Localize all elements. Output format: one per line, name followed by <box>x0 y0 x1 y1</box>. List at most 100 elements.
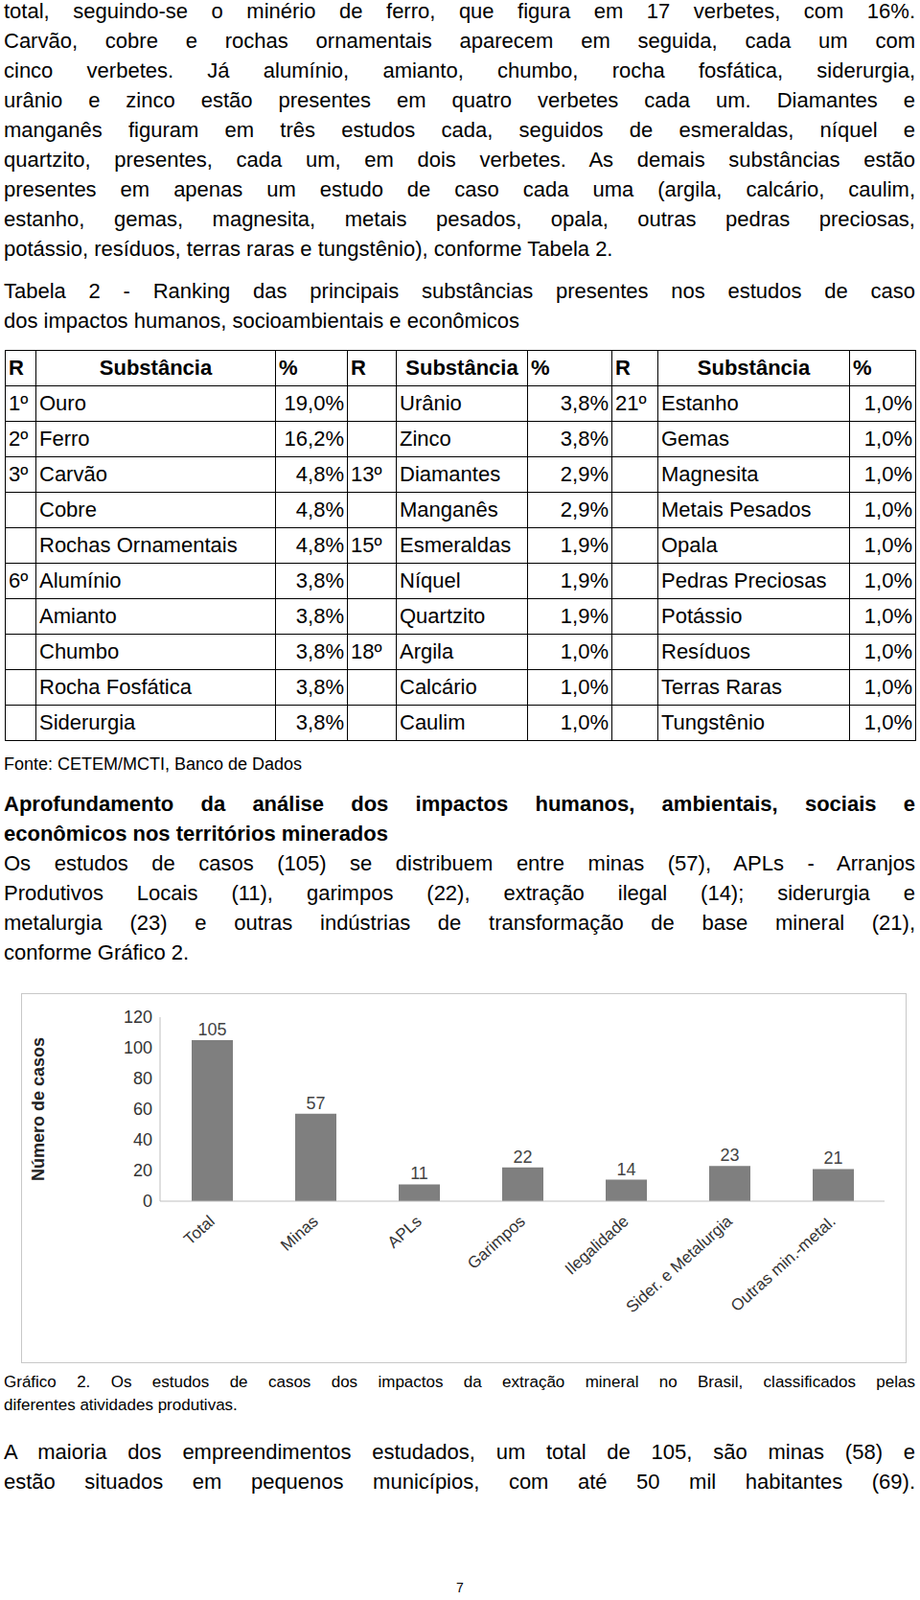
html-text:3,8%: 3,8% <box>560 426 609 451</box>
svg-text:Outras min.-metal.: Outras min.-metal. <box>727 1211 840 1315</box>
html-text:Argila: Argila <box>399 639 454 664</box>
html-text:Terras Raras: Terras Raras <box>661 674 782 699</box>
html-text:Tungstênio: Tungstênio <box>661 710 765 735</box>
html-text:Ferro: Ferro <box>39 426 90 451</box>
html-text:1,0%: 1,0% <box>560 639 609 664</box>
svg-text:22: 22 <box>512 1147 532 1167</box>
svg-text:57: 57 <box>305 1093 325 1113</box>
html-text:manganês figuram em três estud: manganês figuram em três estudos cada, s… <box>3 117 916 142</box>
html-text:Níquel: Níquel <box>399 568 461 593</box>
html-text:1,0%: 1,0% <box>864 639 913 664</box>
html-text:1,9%: 1,9% <box>560 603 609 628</box>
html-text:Potássio: Potássio <box>661 603 743 628</box>
html-text:Chumbo: Chumbo <box>39 639 120 664</box>
html-text:3,8%: 3,8% <box>295 568 345 593</box>
html-text:4,8% 13º: 4,8% 13º <box>295 461 382 486</box>
html-text:Carvão: Carvão <box>39 461 108 486</box>
html-text:4,8% 15º: 4,8% 15º <box>295 532 382 557</box>
svg-text:Garimpos: Garimpos <box>463 1211 529 1272</box>
html-text:1,0%: 1,0% <box>560 710 609 735</box>
html-text:Urânio: Urânio <box>399 391 462 415</box>
html-text:1,0%: 1,0% <box>864 710 913 735</box>
html-text:Produtivos Locais (11), garimp: Produtivos Locais (11), garimpos (22), e… <box>3 880 916 905</box>
html-text:1,0%: 1,0% <box>864 461 913 486</box>
html-text:Siderurgia: Siderurgia <box>39 710 136 735</box>
html-text:cinco verbetes. Já alumínio, a: cinco verbetes. Já alumínio, amianto, ch… <box>3 58 916 83</box>
html-text:Diamantes: Diamantes <box>399 461 501 486</box>
html-text:16,2%: 16,2% <box>284 426 345 451</box>
svg-text:21: 21 <box>823 1148 843 1168</box>
html-text:1,0%: 1,0% <box>864 603 913 628</box>
html-text:1,0%: 1,0% <box>864 497 913 522</box>
html-text:Caulim: Caulim <box>399 710 466 735</box>
html-text:potássio, resíduos, terras rar: potássio, resíduos, terras raras e tungs… <box>3 236 613 261</box>
html-text:Tabela 2 - Ranking das princip: Tabela 2 - Ranking das principais substâ… <box>3 278 916 303</box>
html-text:Substância: Substância <box>99 355 212 380</box>
html-text:3,8%: 3,8% <box>295 603 345 628</box>
html-text:Substância: Substância <box>405 355 519 380</box>
html-text:Alumínio: Alumínio <box>39 568 122 593</box>
html-text:A maioria dos empreendimentos: A maioria dos empreendimentos estudados,… <box>3 1439 916 1464</box>
html-text:Rocha Fosfática: Rocha Fosfática <box>39 674 192 699</box>
html-text:Cobre: Cobre <box>39 497 97 522</box>
html-text:estanho, gemas, magnesita, met: estanho, gemas, magnesita, metais pesado… <box>3 207 916 231</box>
svg-text:100: 100 <box>123 1037 153 1058</box>
html-text:metalurgia (23) e outras indús: metalurgia (23) e outras indústrias de t… <box>3 910 916 935</box>
html-text:19,0%: 19,0% <box>284 391 345 415</box>
html-text:1,0%: 1,0% <box>864 426 913 451</box>
html-text:conforme Gráfico 2.: conforme Gráfico 2. <box>3 940 189 965</box>
html-text:Ouro: Ouro <box>39 391 87 415</box>
html-text:Substância: Substância <box>697 355 810 380</box>
html-text:Quartzito: Quartzito <box>399 603 486 628</box>
html-text:Pedras Preciosas: Pedras Preciosas <box>661 568 827 593</box>
html-text:Gemas: Gemas <box>661 426 730 451</box>
html-text:econômicos nos territórios min: econômicos nos territórios minerados <box>3 821 389 846</box>
html-text:urânio e zinco estão presentes: urânio e zinco estão presentes em quatro… <box>3 88 916 113</box>
html-text:dos impactos humanos, socioamb: dos impactos humanos, socioambientais e … <box>3 308 520 333</box>
svg-text:105: 105 <box>197 1019 227 1039</box>
html-text:4,8%: 4,8% <box>295 497 345 522</box>
svg-text:0: 0 <box>142 1191 153 1211</box>
html-text:1,0%: 1,0% <box>864 568 913 593</box>
html-text:Aprofundamento da análise dos: Aprofundamento da análise dos impactos h… <box>3 791 916 816</box>
svg-text:Total: Total <box>180 1211 218 1248</box>
html-text:Rochas Ornamentais: Rochas Ornamentais <box>39 532 238 557</box>
svg-text:20: 20 <box>133 1160 153 1180</box>
svg-text:Sider. e Metalurgia: Sider. e Metalurgia <box>622 1211 736 1316</box>
html-text:3,8%: 3,8% <box>295 710 345 735</box>
html-text:quartzito, presentes, cada um,: quartzito, presentes, cada um, em dois v… <box>3 147 916 172</box>
svg-text:Número de casos: Número de casos <box>28 1036 48 1181</box>
svg-text:11: 11 <box>410 1163 429 1183</box>
html-text:Opala: Opala <box>661 532 718 557</box>
svg-text:60: 60 <box>133 1099 153 1119</box>
html-text:1,9%: 1,9% <box>560 568 609 593</box>
html-text:3,8% 21º: 3,8% 21º <box>560 391 647 415</box>
svg-text:Minas: Minas <box>276 1211 322 1254</box>
svg-text:40: 40 <box>133 1129 153 1150</box>
html-text:1,0%: 1,0% <box>864 532 913 557</box>
html-text:1,0%: 1,0% <box>560 674 609 699</box>
html-text:Zinco: Zinco <box>399 426 452 451</box>
html-text:Calcário: Calcário <box>399 674 477 699</box>
svg-text:APLs: APLs <box>384 1211 426 1251</box>
html-text:Esmeraldas: Esmeraldas <box>399 532 511 557</box>
html-text:Carvão, cobre e rochas ornamen: Carvão, cobre e rochas ornamentais apare… <box>3 28 916 53</box>
svg-text:120: 120 <box>123 1007 153 1027</box>
html-text:Metais Pesados: Metais Pesados <box>661 497 812 522</box>
html-text:2,9%: 2,9% <box>560 497 609 522</box>
svg-text:Ilegalidade: Ilegalidade <box>561 1211 633 1278</box>
html-text:Manganês: Manganês <box>399 497 499 522</box>
html-text:1,9%: 1,9% <box>560 532 609 557</box>
html-text:estão situados em pequenos mun: estão situados em pequenos municípios, c… <box>3 1469 916 1494</box>
html-text:1,0%: 1,0% <box>864 674 913 699</box>
html-text:2,9%: 2,9% <box>560 461 609 486</box>
html-text:Resíduos: Resíduos <box>661 639 751 664</box>
svg-text:14: 14 <box>616 1159 636 1179</box>
html-text:Magnesita: Magnesita <box>661 461 759 486</box>
html-text:presentes em apenas um estudo: presentes em apenas um estudo de caso ca… <box>3 177 916 202</box>
svg-text:80: 80 <box>133 1068 153 1088</box>
html-text:3,8% 18º: 3,8% 18º <box>295 639 382 664</box>
html-text:Amianto: Amianto <box>39 603 117 628</box>
html-text:3,8%: 3,8% <box>295 674 345 699</box>
svg-text:23: 23 <box>719 1145 739 1165</box>
